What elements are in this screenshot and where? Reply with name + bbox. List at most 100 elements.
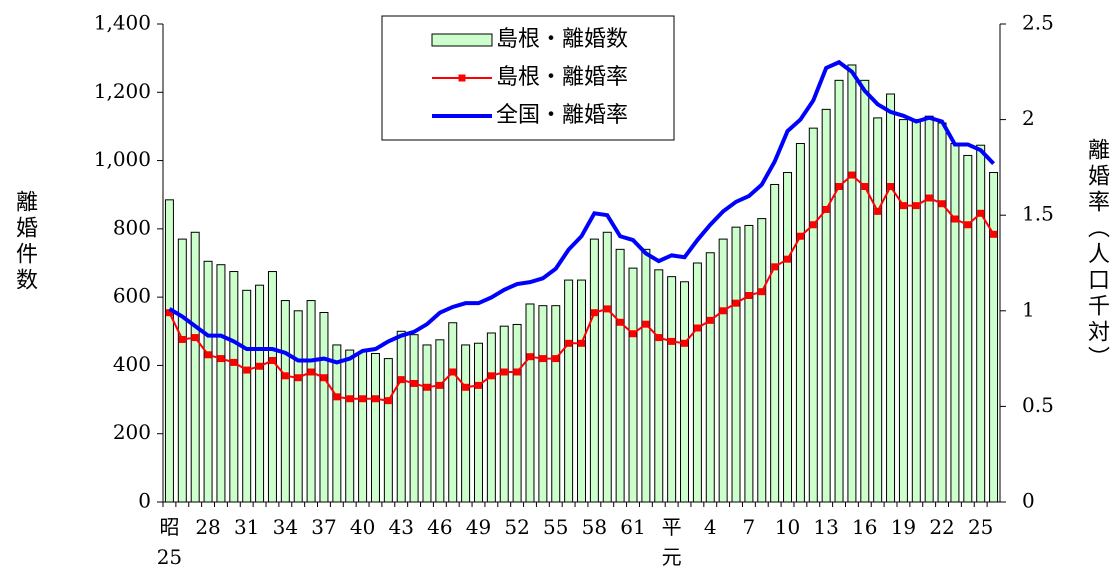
bar — [486, 332, 496, 503]
x-tick-label: 37 — [311, 515, 337, 539]
marker — [204, 351, 212, 359]
marker — [217, 355, 225, 363]
marker — [513, 368, 521, 376]
bar — [602, 231, 612, 503]
marker — [796, 232, 804, 240]
y-tick-label: 0 — [138, 489, 151, 513]
bar — [435, 339, 445, 503]
legend-label: 島根・離婚数 — [496, 27, 628, 52]
marker — [230, 358, 238, 366]
marker — [256, 362, 264, 370]
y2-tick-label: 2.5 — [1022, 11, 1054, 35]
x-tick-label: 7 — [742, 515, 756, 539]
marker — [848, 171, 856, 179]
bar — [680, 281, 690, 503]
bar — [589, 238, 599, 503]
marker — [178, 335, 186, 343]
y-tick-label: 1,000 — [94, 147, 151, 171]
bar — [409, 334, 419, 503]
marker — [436, 381, 444, 389]
y2-axis-title: 離婚率（人口千対） — [1084, 138, 1109, 372]
bar — [770, 183, 780, 503]
marker — [578, 339, 585, 347]
marker — [346, 395, 354, 403]
bar — [177, 238, 187, 503]
x-tick-label: 16 — [852, 515, 878, 539]
bar — [757, 218, 767, 503]
marker — [474, 381, 482, 389]
x-tick-label: 13 — [813, 515, 839, 539]
marker — [912, 202, 920, 210]
bar — [795, 143, 805, 503]
bar — [924, 115, 934, 503]
bar — [345, 349, 355, 503]
bar — [242, 289, 252, 503]
bar — [564, 279, 574, 503]
bar — [834, 79, 844, 503]
marker — [719, 307, 727, 315]
x-tick-label: 平 元 — [661, 515, 682, 569]
y2-tick-label: 0.5 — [1022, 393, 1054, 417]
bar — [319, 312, 329, 503]
y-tick-label: 200 — [113, 420, 151, 444]
marker — [861, 183, 869, 191]
marker — [732, 299, 740, 307]
marker — [964, 221, 972, 229]
bar — [461, 344, 471, 503]
y-tick-label: 1,200 — [94, 79, 151, 103]
marker — [590, 309, 598, 317]
marker — [745, 292, 753, 300]
marker — [951, 215, 959, 223]
y2-tick-label: 0 — [1022, 489, 1035, 513]
y2-tick-label: 1 — [1022, 297, 1035, 321]
x-tick-label: 10 — [774, 515, 801, 539]
bar — [898, 119, 908, 503]
bar — [255, 284, 265, 503]
bar — [718, 238, 728, 503]
bar — [808, 127, 818, 503]
marker — [784, 255, 792, 263]
bar — [473, 342, 483, 503]
bar — [963, 154, 973, 503]
marker — [268, 357, 276, 365]
bar — [976, 144, 986, 503]
marker — [565, 339, 573, 347]
marker — [771, 263, 779, 271]
y-axis-title: 離婚件数 — [12, 190, 37, 294]
bar — [229, 271, 239, 503]
bar — [615, 248, 625, 503]
marker — [397, 376, 405, 384]
marker — [320, 374, 328, 382]
marker — [990, 230, 998, 238]
bar — [783, 172, 793, 503]
marker — [822, 205, 830, 213]
bar — [525, 303, 535, 503]
bar — [989, 172, 999, 503]
x-tick-label: 19 — [890, 515, 917, 539]
x-tick-label: 22 — [929, 515, 955, 539]
x-tick-label: 28 — [195, 515, 221, 539]
marker — [462, 383, 470, 391]
bar — [886, 93, 896, 503]
bar — [860, 79, 870, 503]
marker — [655, 334, 663, 342]
bar — [512, 323, 522, 503]
marker — [359, 395, 367, 403]
y2-tick-label: 2 — [1022, 106, 1035, 130]
x-tick-label: 58 — [581, 515, 608, 539]
x-tick-label: 61 — [620, 515, 646, 539]
marker — [165, 309, 173, 317]
bar — [911, 119, 921, 503]
bar — [164, 199, 174, 503]
marker — [603, 305, 611, 313]
marker — [487, 372, 495, 380]
x-tick-label: 55 — [543, 515, 569, 539]
bar — [654, 269, 664, 503]
marker — [410, 379, 418, 387]
bar — [383, 358, 393, 503]
bar — [744, 224, 754, 503]
marker — [887, 183, 895, 191]
bar — [190, 231, 200, 503]
bar — [280, 300, 290, 503]
